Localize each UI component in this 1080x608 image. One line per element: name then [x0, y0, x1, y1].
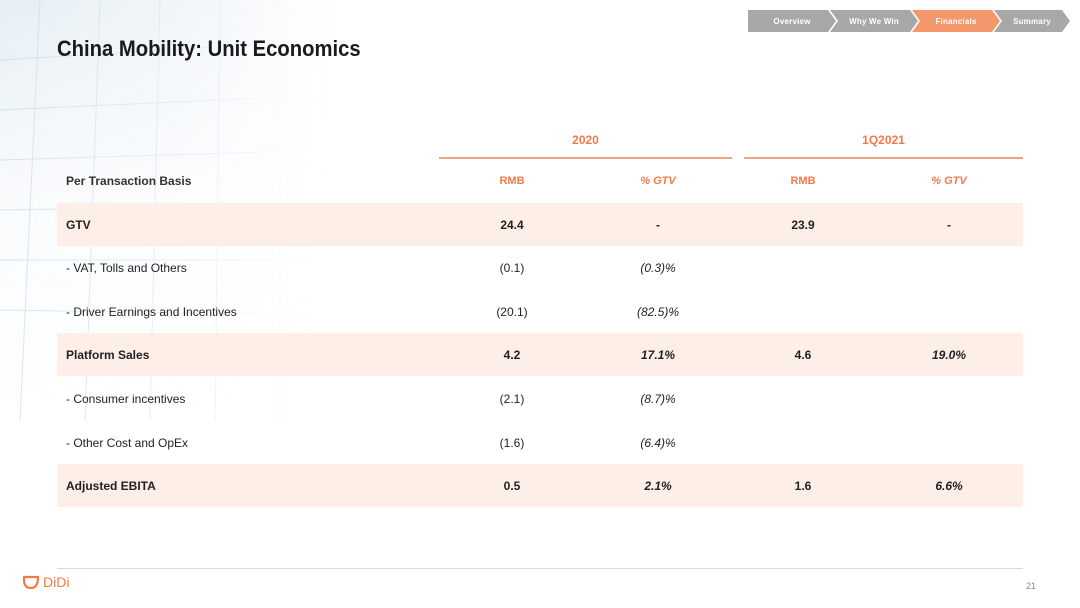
table-row-consumer-incentives: - Consumer incentives (2.1) (8.7)%: [57, 377, 1023, 420]
row-label: Adjusted EBITA: [66, 478, 156, 493]
period-header-1q2021: 1Q2021: [744, 122, 1023, 159]
nav-item-financials[interactable]: Financials: [912, 10, 1000, 32]
page-number: 21: [1025, 581, 1036, 591]
cell-value: (0.3)%: [640, 260, 676, 275]
cell-value: (20.1): [496, 304, 528, 319]
logo-text: DiDi: [43, 574, 70, 590]
cell-value: (8.7)%: [640, 391, 676, 406]
cell-value: 24.4: [500, 217, 524, 232]
cell-value: 2.1%: [644, 478, 672, 493]
nav-item-why-we-win[interactable]: Why We Win: [830, 10, 918, 32]
cell-value: -: [947, 217, 951, 232]
row-label: - Driver Earnings and Incentives: [66, 304, 237, 319]
row-label: GTV: [66, 217, 91, 232]
cell-value: (6.4)%: [640, 435, 676, 450]
row-label: - Other Cost and OpEx: [66, 435, 189, 450]
didi-logo: DiDi: [22, 574, 69, 590]
col-header-gtv-1q2021: % GTV: [931, 174, 967, 187]
didi-logo-icon: [22, 575, 40, 590]
cell-value: (82.5)%: [636, 304, 680, 319]
table-row-other-cost: - Other Cost and OpEx (1.6) (6.4)%: [57, 421, 1023, 464]
footer-divider: [57, 568, 1023, 569]
nav-item-overview[interactable]: Overview: [748, 10, 836, 32]
section-breadcrumb: Overview Why We Win Financials Summary: [748, 10, 1064, 32]
period-header-2020: 2020: [439, 122, 732, 159]
table-row-gtv: GTV 24.4 - 23.9 -: [57, 203, 1023, 246]
table-row-adjusted-ebita: Adjusted EBITA 0.5 2.1% 1.6 6.6%: [57, 464, 1023, 507]
cell-value: (2.1): [499, 391, 525, 406]
row-label: - VAT, Tolls and Others: [66, 260, 187, 275]
row-label: Platform Sales: [66, 347, 150, 362]
cell-value: 6.6%: [935, 478, 963, 493]
cell-value: 23.9: [791, 217, 815, 232]
cell-value: 4.2: [503, 347, 521, 362]
cell-value: 19.0%: [931, 347, 967, 362]
cell-value: (0.1): [499, 260, 525, 275]
col-header-rmb-1q2021: RMB: [790, 174, 816, 187]
table-header-row: Per Transaction Basis RMB % GTV RMB % GT…: [57, 159, 1023, 202]
col-header-rmb-2020: RMB: [499, 174, 525, 187]
nav-item-summary[interactable]: Summary: [994, 10, 1070, 32]
cell-value: (1.6): [499, 435, 525, 450]
page-title: China Mobility: Unit Economics: [57, 36, 361, 61]
col-header-gtv-2020: % GTV: [640, 174, 676, 187]
cell-value: 1.6: [794, 478, 812, 493]
cell-value: 0.5: [503, 478, 521, 493]
cell-value: 17.1%: [640, 347, 676, 362]
table-row-driver-earnings: - Driver Earnings and Incentives (20.1) …: [57, 290, 1023, 333]
header-label: Per Transaction Basis: [66, 173, 192, 188]
cell-value: 4.6: [794, 347, 812, 362]
table-row-vat: - VAT, Tolls and Others (0.1) (0.3)%: [57, 246, 1023, 289]
table-row-platform-sales: Platform Sales 4.2 17.1% 4.6 19.0%: [57, 333, 1023, 376]
cell-value: -: [656, 217, 660, 232]
row-label: - Consumer incentives: [66, 391, 186, 406]
